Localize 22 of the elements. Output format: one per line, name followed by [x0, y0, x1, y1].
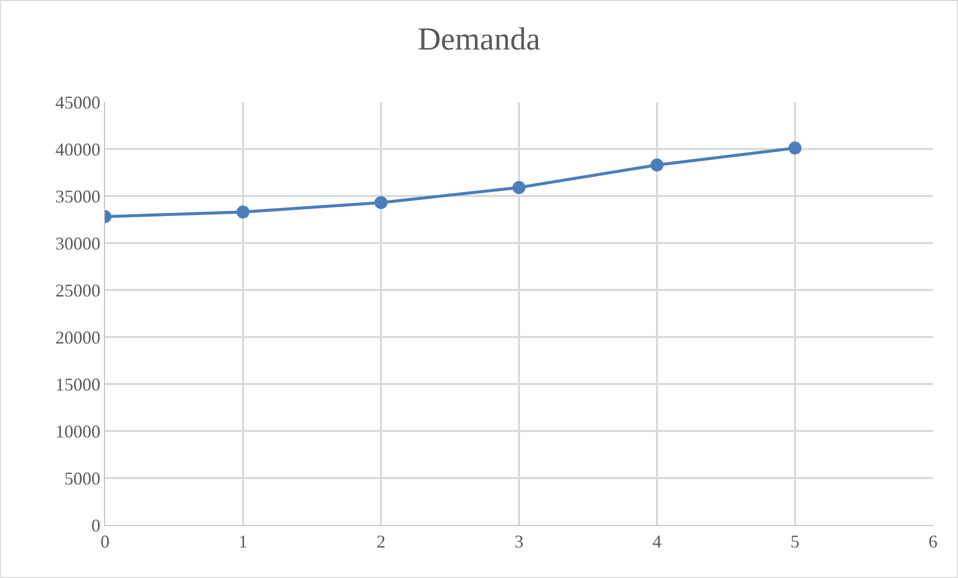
y-tick-label: 0 [91, 515, 100, 536]
y-tick-label: 20000 [55, 327, 100, 348]
x-tick-label: 4 [652, 532, 662, 552]
y-tick-label: 5000 [64, 468, 100, 488]
y-tick-label: 25000 [55, 280, 100, 300]
x-tick-label: 1 [238, 532, 248, 552]
point [512, 181, 526, 194]
point [374, 196, 388, 210]
y-tick-label: 40000 [55, 139, 100, 160]
y-tick-label: 45000 [55, 92, 100, 112]
x-tick-label: 6 [928, 532, 938, 552]
y-tick-label: 35000 [55, 186, 100, 206]
x-tick-label: 3 [514, 532, 524, 552]
y-tick-label: 30000 [55, 233, 100, 254]
y-tick-label: 15000 [55, 374, 100, 394]
x-tick-label: 2 [376, 532, 386, 552]
x-tick-label: 5 [790, 532, 800, 552]
point [788, 142, 802, 155]
y-tick-label: 10000 [55, 421, 100, 442]
point [650, 158, 664, 172]
point [236, 205, 250, 218]
chart-title: Demanda [418, 20, 540, 56]
